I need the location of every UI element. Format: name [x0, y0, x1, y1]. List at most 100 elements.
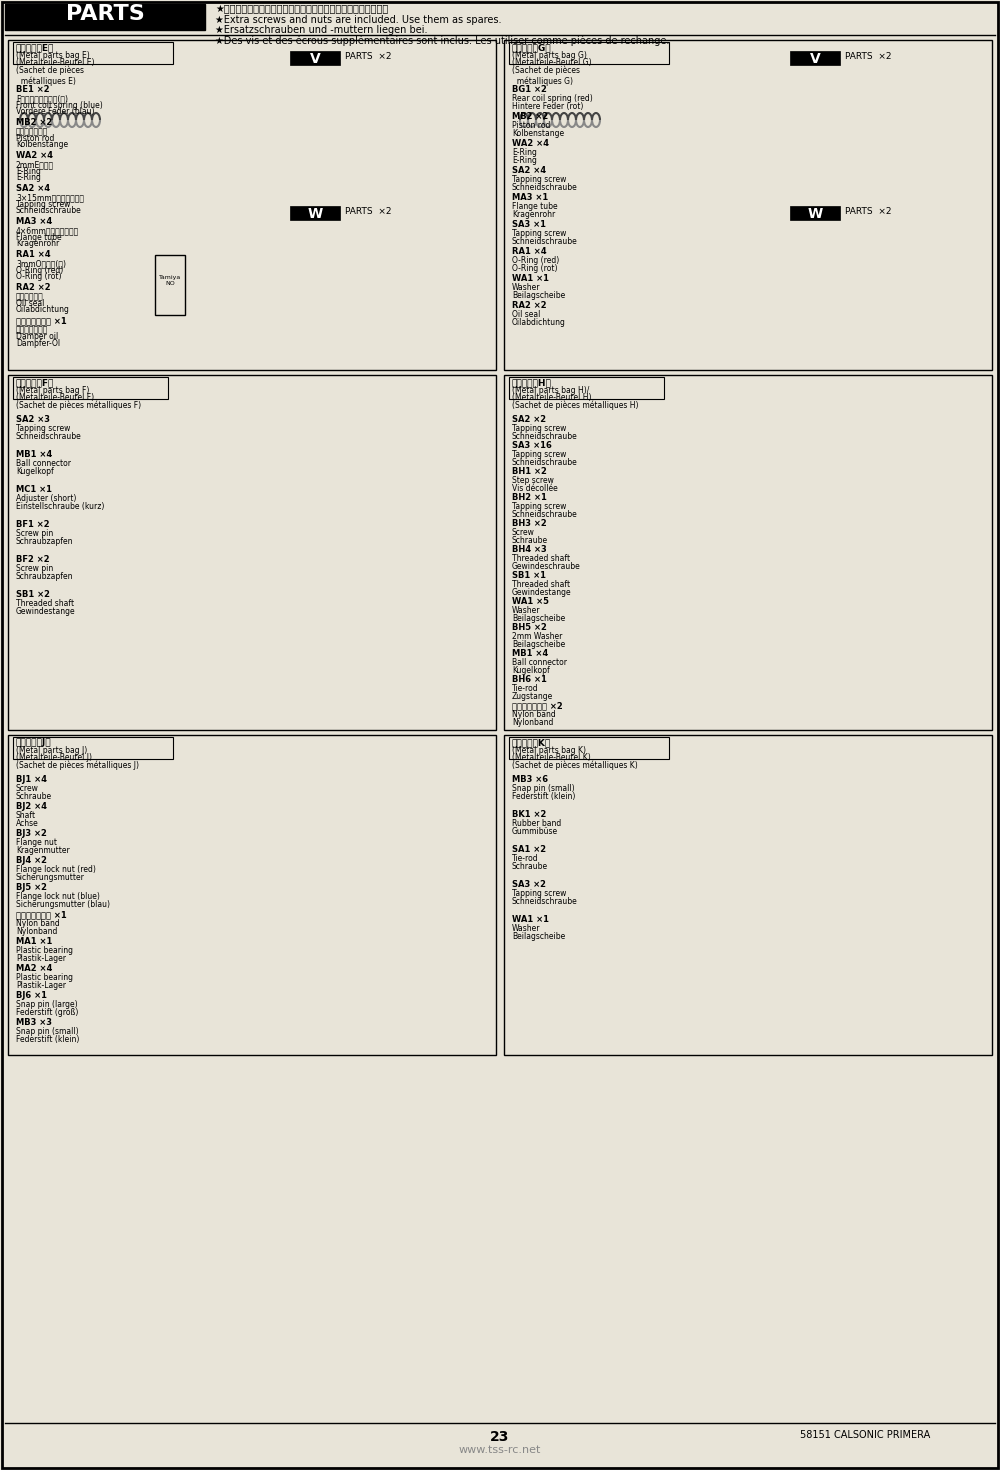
Text: BJ2 ×4: BJ2 ×4: [16, 803, 47, 811]
Text: Tie-rod: Tie-rod: [512, 854, 539, 863]
Text: BG1 ×2: BG1 ×2: [512, 85, 547, 94]
Text: 23: 23: [490, 1430, 510, 1444]
Text: Screw pin: Screw pin: [16, 564, 53, 573]
Text: Nylonband: Nylonband: [512, 717, 553, 728]
Text: WA1 ×1: WA1 ×1: [512, 914, 549, 925]
Text: (Sachet de pièces métalliques H): (Sachet de pièces métalliques H): [512, 400, 639, 410]
Text: オイルシール: オイルシール: [16, 293, 44, 301]
Text: Schneidschraube: Schneidschraube: [16, 206, 82, 215]
Text: Ball connector: Ball connector: [16, 459, 71, 467]
Text: Schneidschraube: Schneidschraube: [512, 237, 578, 245]
Text: Screw: Screw: [512, 528, 535, 537]
Text: (Metalteile-Beutel G): (Metalteile-Beutel G): [512, 57, 592, 68]
Text: W: W: [307, 207, 323, 220]
Text: 3mmOリング(赤): 3mmOリング(赤): [16, 259, 66, 268]
Text: Vis décollée: Vis décollée: [512, 484, 558, 492]
Text: Threaded shaft: Threaded shaft: [512, 581, 570, 589]
Bar: [8, 375, 496, 731]
Text: MA3 ×4: MA3 ×4: [16, 218, 52, 226]
Text: BF2 ×2: BF2 ×2: [16, 556, 50, 564]
Text: Kugelkopf: Kugelkopf: [16, 467, 54, 476]
Bar: [290, 206, 340, 220]
Text: Federstift (klein): Federstift (klein): [512, 792, 575, 801]
Text: BJ4 ×2: BJ4 ×2: [16, 856, 47, 864]
Text: ★Extra screws and nuts are included. Use them as spares.: ★Extra screws and nuts are included. Use…: [215, 15, 502, 25]
Text: (Metal parts bag J): (Metal parts bag J): [16, 745, 87, 756]
Text: Einstellschraube (kurz): Einstellschraube (kurz): [16, 501, 104, 512]
Text: PARTS: PARTS: [66, 4, 144, 24]
Text: (Sachet de pièces métalliques F): (Sachet de pièces métalliques F): [16, 400, 141, 410]
Text: BH3 ×2: BH3 ×2: [512, 519, 547, 528]
Text: Screw pin: Screw pin: [16, 529, 53, 538]
Text: Plastic bearing: Plastic bearing: [16, 947, 73, 956]
Text: W: W: [807, 207, 823, 220]
Text: Federstift (klein): Federstift (klein): [16, 1035, 79, 1044]
Text: Vordere Feder (blau): Vordere Feder (blau): [16, 107, 94, 116]
Bar: [790, 51, 840, 65]
Text: MA2 ×4: MA2 ×4: [16, 964, 52, 973]
Text: (Metal parts bag H)/: (Metal parts bag H)/: [512, 387, 589, 395]
Text: Schneidschraube: Schneidschraube: [512, 432, 578, 441]
Text: Gewindestange: Gewindestange: [16, 607, 76, 616]
Text: www.tss-rc.net: www.tss-rc.net: [459, 1445, 541, 1455]
Text: Schneidschraube: Schneidschraube: [512, 182, 578, 193]
Text: (Sachet de pièces métalliques J): (Sachet de pièces métalliques J): [16, 760, 139, 769]
Text: Shaft: Shaft: [16, 811, 36, 820]
Text: Tapping screw: Tapping screw: [16, 200, 70, 209]
Text: Tapping screw: Tapping screw: [16, 423, 70, 434]
Text: Washer: Washer: [512, 284, 540, 293]
Text: Piston rod: Piston rod: [16, 134, 54, 143]
Bar: [155, 254, 185, 315]
Text: Step screw: Step screw: [512, 476, 554, 485]
Text: Beilagscheibe: Beilagscheibe: [512, 291, 565, 300]
Text: SA2 ×4: SA2 ×4: [512, 166, 546, 175]
Text: BK1 ×2: BK1 ×2: [512, 810, 546, 819]
Text: BH6 ×1: BH6 ×1: [512, 675, 547, 684]
Text: WA2 ×4: WA2 ×4: [16, 151, 53, 160]
Text: E-Ring: E-Ring: [512, 148, 537, 157]
Text: Oilabdichtung: Oilabdichtung: [16, 304, 70, 315]
Text: Washer: Washer: [512, 606, 540, 614]
Text: Threaded shaft: Threaded shaft: [512, 554, 570, 563]
Bar: [13, 376, 168, 398]
Text: Rubber band: Rubber band: [512, 819, 561, 828]
Text: RA1 ×4: RA1 ×4: [16, 250, 51, 259]
Text: (Metalteile-Beutel K): (Metalteile-Beutel K): [512, 753, 591, 761]
Text: Kolbenstange: Kolbenstange: [512, 129, 564, 138]
Text: 〈金属袋詰G〉: 〈金属袋詰G〉: [512, 43, 552, 51]
Text: Tapping screw: Tapping screw: [512, 889, 566, 898]
Text: Zugstange: Zugstange: [512, 692, 553, 701]
Bar: [509, 376, 664, 398]
Text: MB2 ×2: MB2 ×2: [16, 118, 52, 126]
Text: BE1 ×2: BE1 ×2: [16, 85, 50, 94]
Text: Gewindeschraube: Gewindeschraube: [512, 562, 581, 570]
Bar: [790, 206, 840, 220]
Text: PARTS  ×2: PARTS ×2: [345, 51, 392, 60]
Text: MB3 ×3: MB3 ×3: [16, 1019, 52, 1028]
Text: Snap pin (small): Snap pin (small): [512, 784, 575, 792]
Text: O-Ring (red): O-Ring (red): [16, 266, 63, 275]
Text: Schraube: Schraube: [512, 537, 548, 545]
Text: (Metal parts bag G): (Metal parts bag G): [512, 51, 587, 60]
Text: Kolbenstange: Kolbenstange: [16, 140, 68, 148]
Text: Gewindestange: Gewindestange: [512, 588, 572, 597]
Text: BH2 ×1: BH2 ×1: [512, 492, 547, 501]
Text: BJ3 ×2: BJ3 ×2: [16, 829, 47, 838]
Text: (Metal parts bag E): (Metal parts bag E): [16, 51, 90, 60]
Text: Flange nut: Flange nut: [16, 838, 57, 847]
Text: (Metalteile-Beutel E): (Metalteile-Beutel E): [16, 57, 94, 68]
Text: BH5 ×2: BH5 ×2: [512, 623, 547, 632]
Text: Tapping screw: Tapping screw: [512, 229, 566, 238]
Text: Nylonband: Nylonband: [16, 928, 57, 936]
Text: Dämpfer-Öl: Dämpfer-Öl: [16, 338, 60, 348]
Text: Plastik-Lager: Plastik-Lager: [16, 980, 66, 989]
Text: O-Ring (red): O-Ring (red): [512, 256, 559, 265]
Text: Schneidschraube: Schneidschraube: [512, 459, 578, 467]
Text: Ball connector: Ball connector: [512, 659, 567, 667]
Text: Oilabdichtung: Oilabdichtung: [512, 318, 566, 326]
Text: SA2 ×4: SA2 ×4: [16, 184, 50, 193]
Text: V: V: [310, 51, 320, 66]
Text: Tapping screw: Tapping screw: [512, 450, 566, 459]
Text: MB2 ×2: MB2 ×2: [512, 112, 548, 121]
Text: Flange lock nut (red): Flange lock nut (red): [16, 864, 96, 875]
